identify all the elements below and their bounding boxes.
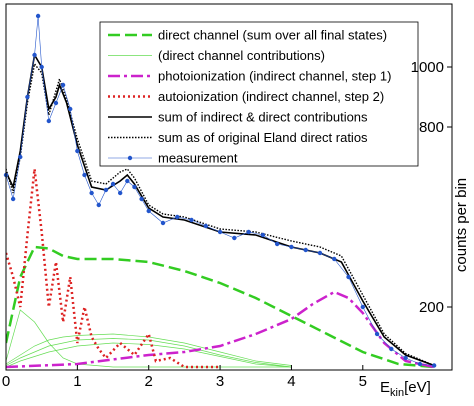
data-point (360, 304, 365, 310)
data-point (46, 118, 52, 124)
data-point (374, 331, 380, 337)
legend (99, 21, 419, 167)
data-point (332, 256, 337, 262)
data-point (189, 217, 194, 223)
data-point (103, 187, 109, 193)
data-point (346, 274, 351, 280)
data-point (96, 202, 101, 208)
contribution-line (6, 342, 292, 368)
data-point (289, 244, 294, 250)
data-point (110, 181, 116, 187)
data-point (117, 190, 123, 196)
data-point (125, 178, 130, 184)
data-point (25, 94, 30, 100)
data-point (39, 64, 44, 70)
data-point (132, 184, 137, 190)
data-point (10, 196, 16, 202)
x-label-rest: [eV] (404, 379, 431, 396)
series-line (6, 245, 435, 369)
contribution-line (6, 338, 292, 368)
data-point (417, 361, 423, 367)
x-label-sub: kin (390, 387, 404, 399)
contribution-line (6, 333, 292, 366)
contribution-line (6, 309, 292, 368)
data-point (431, 363, 437, 368)
y-tick-label: 800 (419, 119, 444, 136)
legend-label: direct channel (sum over all final state… (158, 28, 387, 43)
series-line (6, 168, 221, 369)
data-point (68, 106, 73, 112)
legend-label: measurement (158, 151, 238, 166)
x-tick-label: 3 (216, 373, 224, 390)
data-point (75, 148, 80, 154)
data-point (175, 214, 180, 220)
data-point (146, 208, 151, 214)
data-point (217, 229, 223, 235)
data-point (18, 154, 23, 160)
legend-label: photoionization (indirect channel, step … (158, 69, 391, 84)
x-tick-label: 5 (359, 373, 367, 390)
data-point (35, 13, 41, 19)
legend-label: autoionization (indirect channel, step 2… (158, 89, 384, 104)
data-point (317, 250, 323, 256)
series-line (6, 290, 435, 369)
data-point (260, 232, 266, 238)
legend-label: sum of indirect & direct contributions (158, 110, 368, 125)
data-point (232, 235, 237, 241)
data-point (53, 100, 59, 106)
legend-marker (127, 155, 133, 161)
data-point (160, 220, 166, 226)
data-point (82, 172, 87, 178)
y-tick-label: 1000 (411, 59, 444, 76)
data-point (32, 52, 37, 58)
data-point (246, 229, 251, 235)
legend-label: sum as of original Eland direct ratios (158, 130, 368, 145)
x-axis-label: Ekin[eV] (380, 379, 431, 399)
series-line (6, 15, 435, 366)
y-tick-label: 200 (419, 299, 444, 316)
x-tick-label: 1 (73, 373, 81, 390)
data-point (274, 241, 280, 247)
legend-label: (direct channel contributions) (158, 48, 325, 63)
x-tick-label: 0 (2, 373, 10, 390)
data-point (89, 190, 94, 196)
data-point (403, 355, 408, 361)
data-point (60, 82, 66, 88)
data-point (389, 346, 394, 352)
x-tick-label: 4 (287, 373, 295, 390)
plot-frame (5, 3, 453, 371)
data-point (203, 223, 209, 229)
x-tick-label: 2 (145, 373, 153, 390)
x-label-main: E (380, 379, 390, 396)
data-point (139, 196, 144, 202)
data-point (303, 247, 308, 253)
y-axis-label: counts per bin (453, 178, 470, 272)
